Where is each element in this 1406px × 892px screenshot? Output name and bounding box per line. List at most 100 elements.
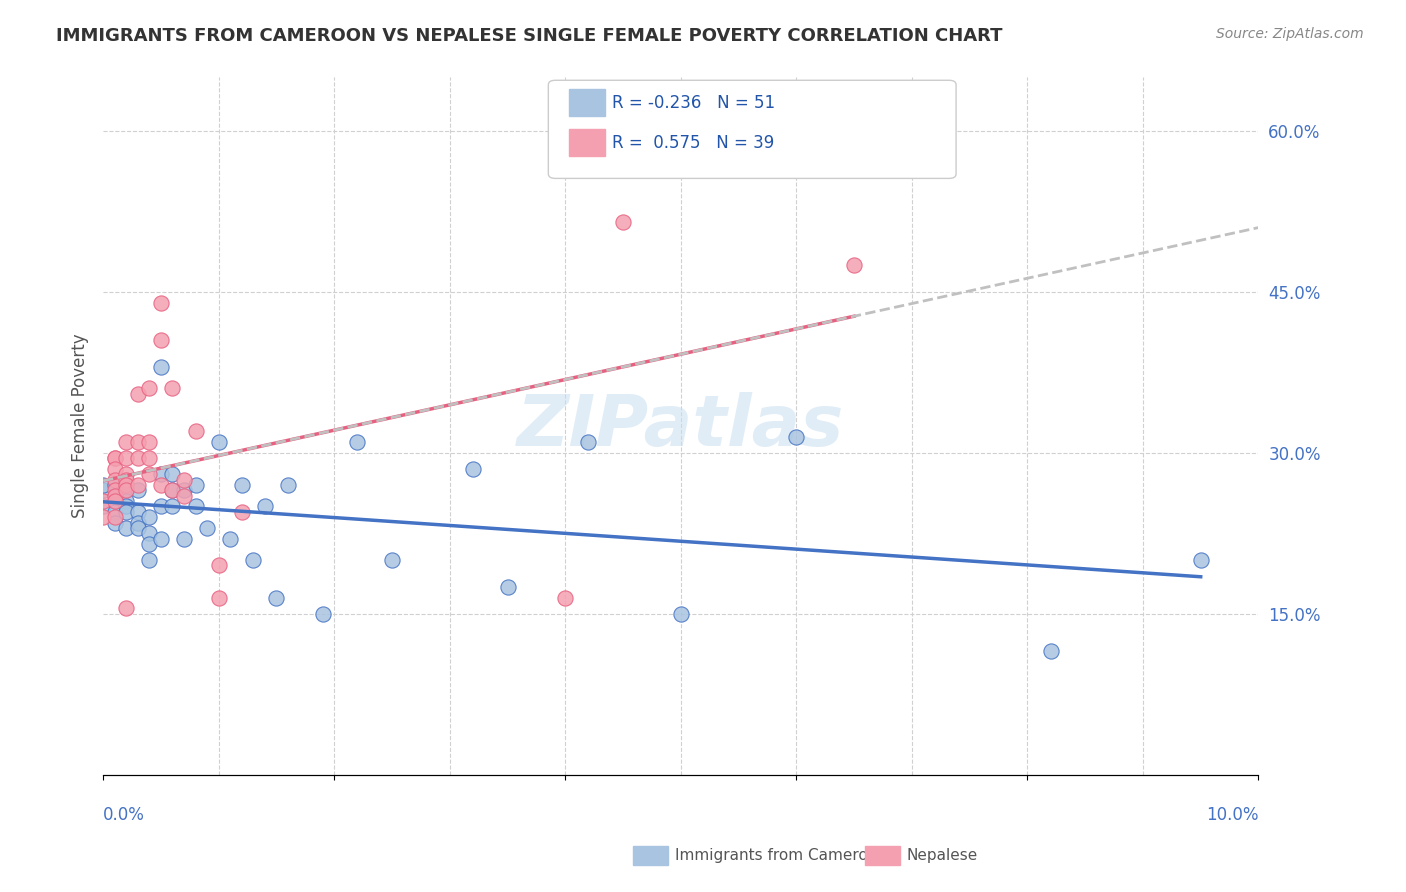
- Point: [842, 258, 865, 272]
- Point: [127, 521, 149, 535]
- Text: ZIPatlas: ZIPatlas: [517, 392, 845, 460]
- Point: [184, 425, 207, 439]
- Point: [127, 387, 149, 401]
- Point: [149, 478, 172, 492]
- Point: [115, 467, 138, 482]
- Point: [115, 435, 138, 450]
- Point: [138, 526, 160, 541]
- Point: [127, 435, 149, 450]
- Point: [1039, 644, 1062, 658]
- Text: 10.0%: 10.0%: [1206, 806, 1258, 824]
- Point: [612, 215, 634, 229]
- Point: [173, 532, 195, 546]
- Point: [231, 505, 253, 519]
- Point: [104, 489, 127, 503]
- Point: [669, 607, 692, 621]
- Point: [127, 505, 149, 519]
- Point: [115, 500, 138, 514]
- Point: [1189, 553, 1212, 567]
- Point: [115, 494, 138, 508]
- Point: [115, 478, 138, 492]
- Point: [115, 473, 138, 487]
- Point: [104, 483, 127, 498]
- Point: [785, 430, 807, 444]
- Point: [104, 451, 127, 466]
- Point: [162, 483, 184, 498]
- Point: [242, 553, 264, 567]
- Point: [149, 333, 172, 347]
- Point: [115, 478, 138, 492]
- Text: R =  0.575   N = 39: R = 0.575 N = 39: [612, 134, 773, 152]
- Point: [127, 478, 149, 492]
- Point: [104, 478, 127, 492]
- Point: [162, 483, 184, 498]
- Text: 0.0%: 0.0%: [103, 806, 145, 824]
- Point: [104, 462, 127, 476]
- Point: [253, 500, 276, 514]
- Point: [231, 478, 253, 492]
- Point: [104, 516, 127, 530]
- Point: [115, 521, 138, 535]
- Point: [195, 521, 218, 535]
- Point: [91, 494, 114, 508]
- Text: IMMIGRANTS FROM CAMEROON VS NEPALESE SINGLE FEMALE POVERTY CORRELATION CHART: IMMIGRANTS FROM CAMEROON VS NEPALESE SIN…: [56, 27, 1002, 45]
- Point: [208, 435, 231, 450]
- Point: [149, 359, 172, 374]
- Point: [162, 467, 184, 482]
- Point: [138, 510, 160, 524]
- Point: [173, 489, 195, 503]
- Point: [173, 473, 195, 487]
- Point: [104, 510, 127, 524]
- Point: [138, 382, 160, 396]
- Point: [138, 537, 160, 551]
- Point: [127, 516, 149, 530]
- Point: [461, 462, 484, 476]
- Point: [138, 451, 160, 466]
- Point: [138, 435, 160, 450]
- Point: [219, 532, 242, 546]
- Point: [115, 601, 138, 615]
- Point: [149, 500, 172, 514]
- Point: [104, 473, 127, 487]
- Y-axis label: Single Female Poverty: Single Female Poverty: [72, 334, 89, 518]
- Text: R = -0.236   N = 51: R = -0.236 N = 51: [612, 94, 775, 112]
- Point: [266, 591, 288, 605]
- Text: Nepalese: Nepalese: [907, 848, 979, 863]
- Point: [91, 500, 114, 514]
- Point: [162, 382, 184, 396]
- Point: [115, 483, 138, 498]
- Text: Immigrants from Cameroon: Immigrants from Cameroon: [675, 848, 887, 863]
- Point: [104, 494, 127, 508]
- Point: [91, 483, 114, 498]
- Point: [184, 500, 207, 514]
- Point: [115, 505, 138, 519]
- Point: [554, 591, 576, 605]
- Point: [173, 483, 195, 498]
- Point: [138, 553, 160, 567]
- Point: [149, 532, 172, 546]
- Point: [208, 591, 231, 605]
- Point: [496, 580, 519, 594]
- Point: [104, 489, 127, 503]
- Point: [115, 451, 138, 466]
- Point: [149, 467, 172, 482]
- Point: [91, 478, 114, 492]
- Point: [346, 435, 368, 450]
- Point: [91, 510, 114, 524]
- Point: [104, 451, 127, 466]
- Point: [381, 553, 404, 567]
- Point: [311, 607, 333, 621]
- Point: [576, 435, 599, 450]
- Point: [127, 483, 149, 498]
- Point: [115, 483, 138, 498]
- Point: [277, 478, 299, 492]
- Text: Source: ZipAtlas.com: Source: ZipAtlas.com: [1216, 27, 1364, 41]
- Point: [149, 295, 172, 310]
- Point: [104, 494, 127, 508]
- Point: [162, 500, 184, 514]
- Point: [184, 478, 207, 492]
- Point: [208, 558, 231, 573]
- Point: [138, 467, 160, 482]
- Point: [104, 505, 127, 519]
- Point: [127, 451, 149, 466]
